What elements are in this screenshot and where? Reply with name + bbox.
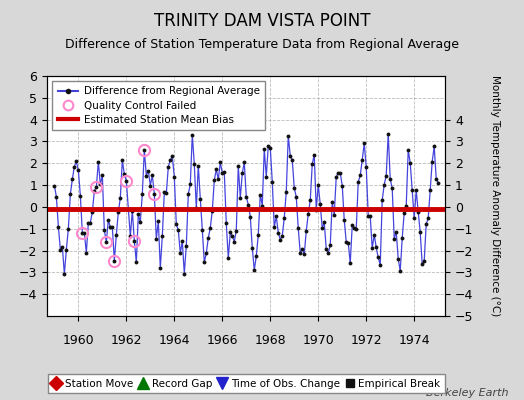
Text: 1964: 1964 (159, 334, 190, 347)
Text: 1960: 1960 (62, 334, 94, 347)
Text: 1968: 1968 (255, 334, 286, 347)
Text: 1970: 1970 (302, 334, 334, 347)
Legend: Station Move, Record Gap, Time of Obs. Change, Empirical Break: Station Move, Record Gap, Time of Obs. C… (48, 374, 445, 393)
Text: TRINITY DAM VISTA POINT: TRINITY DAM VISTA POINT (154, 12, 370, 30)
Text: 1974: 1974 (398, 334, 430, 347)
Text: 1962: 1962 (111, 334, 142, 347)
Y-axis label: Monthly Temperature Anomaly Difference (°C): Monthly Temperature Anomaly Difference (… (490, 75, 500, 317)
Text: Difference of Station Temperature Data from Regional Average: Difference of Station Temperature Data f… (65, 38, 459, 51)
Legend: Difference from Regional Average, Quality Control Failed, Estimated Station Mean: Difference from Regional Average, Qualit… (52, 81, 265, 130)
Text: Berkeley Earth: Berkeley Earth (426, 388, 508, 398)
Text: 1966: 1966 (206, 334, 238, 347)
Text: 1972: 1972 (351, 334, 382, 347)
